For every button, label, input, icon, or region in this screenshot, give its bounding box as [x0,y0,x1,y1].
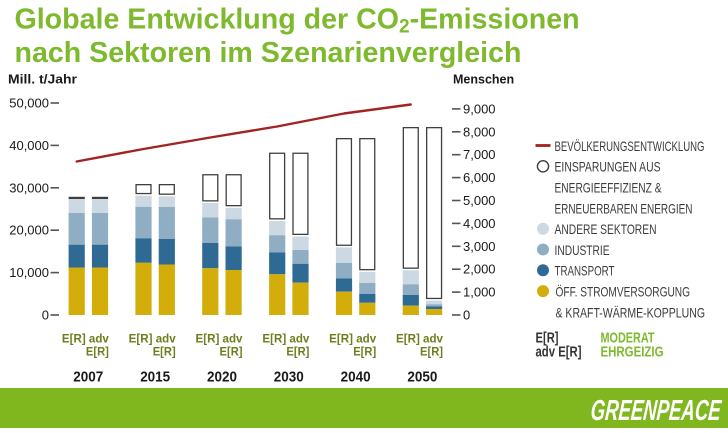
svg-text:ÖFF. STROMVERSORGUNG: ÖFF. STROMVERSORGUNG [556,283,691,300]
svg-text:2,000: 2,000 [463,262,496,277]
svg-text:E[R]: E[R] [220,347,243,359]
svg-text:INDUSTRIE: INDUSTRIE [555,242,610,258]
svg-text:adv E[R]: adv E[R] [536,344,582,361]
svg-text:2020: 2020 [207,369,237,386]
svg-text:3,000: 3,000 [463,239,496,254]
svg-text:EINSPARUNGEN AUS: EINSPARUNGEN AUS [555,159,661,175]
svg-text:4,000: 4,000 [463,216,496,231]
svg-text:E[R]: E[R] [536,330,559,347]
svg-text:BEVÖLKERUNGSENTWICKLUNG: BEVÖLKERUNGSENTWICKLUNG [555,137,705,154]
svg-text:ENERGIEEFFIZIENZ &: ENERGIEEFFIZIENZ & [555,180,662,196]
svg-text:E[R]: E[R] [353,347,376,359]
svg-text:10,000: 10,000 [9,265,49,280]
svg-text:E[R] adv: E[R] adv [129,334,177,346]
svg-text:8,000: 8,000 [463,124,496,139]
svg-text:20,000: 20,000 [9,223,49,238]
svg-text:ANDERE SEKTOREN: ANDERE SEKTOREN [555,221,657,237]
svg-text:nach Sektoren im Szenarienverg: nach Sektoren im Szenarienvergleich [15,37,522,69]
svg-text:GREENPEACE: GREENPEACE [589,395,723,427]
svg-text:0: 0 [42,308,49,323]
svg-text:E[R] adv: E[R] adv [196,334,244,346]
svg-text:7,000: 7,000 [463,147,496,162]
svg-text:2015: 2015 [140,369,170,386]
svg-text:EHRGEIZIG: EHRGEIZIG [601,344,664,361]
svg-text:E[R] adv: E[R] adv [329,334,377,346]
svg-text:Mill. t/Jahr: Mill. t/Jahr [8,72,77,87]
svg-text:30,000: 30,000 [9,180,49,195]
svg-text:E[R]: E[R] [286,347,309,359]
svg-text:1,000: 1,000 [463,285,496,300]
svg-text:40,000: 40,000 [9,138,49,153]
svg-text:2040: 2040 [341,369,371,386]
svg-text:& KRAFT-WÄRME-KOPPLUNG: & KRAFT-WÄRME-KOPPLUNG [556,304,706,320]
svg-text:E[R]: E[R] [420,347,443,359]
svg-text:6,000: 6,000 [463,170,496,185]
svg-text:2030: 2030 [274,369,304,386]
svg-text:E[R] adv: E[R] adv [262,334,310,346]
svg-text:E[R] adv: E[R] adv [62,334,110,346]
svg-text:E[R] adv: E[R] adv [396,334,444,346]
svg-text:Menschen: Menschen [453,73,514,87]
svg-text:TRANSPORT: TRANSPORT [555,263,615,279]
svg-text:MODERAT: MODERAT [601,330,655,347]
svg-text:E[R]: E[R] [153,347,176,359]
svg-text:2050: 2050 [407,369,437,386]
svg-text:0: 0 [463,308,470,323]
svg-text:9,000: 9,000 [463,101,496,116]
svg-text:Globale Entwicklung der CO2-Em: Globale Entwicklung der CO2-Emissionen [15,4,580,38]
svg-text:5,000: 5,000 [463,193,496,208]
svg-text:ERNEUERBAREN ENERGIEN: ERNEUERBAREN ENERGIEN [555,200,693,216]
svg-text:E[R]: E[R] [86,347,109,359]
svg-text:2007: 2007 [73,369,103,386]
svg-text:50,000: 50,000 [9,96,49,111]
